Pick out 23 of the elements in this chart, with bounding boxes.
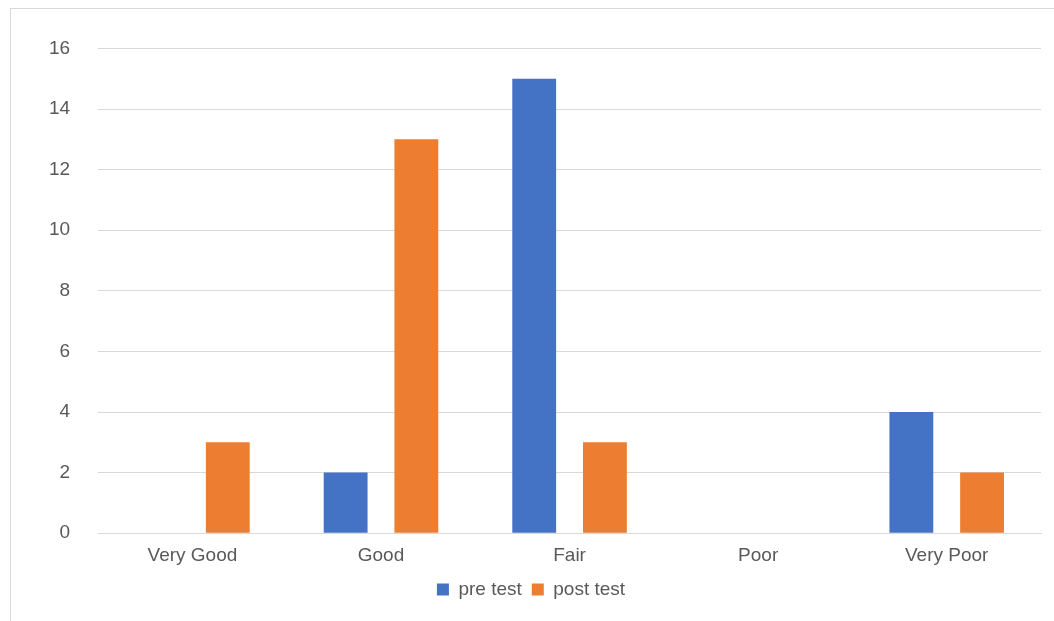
- x-tick-label: Poor: [738, 543, 779, 565]
- y-tick-label: 10: [48, 218, 71, 240]
- legend-label: post test: [553, 577, 626, 599]
- y-tick-label: 4: [59, 400, 71, 422]
- legend-label: pre test: [458, 577, 523, 599]
- y-tick-label: 12: [48, 157, 71, 179]
- bar: [323, 472, 368, 533]
- x-tick-label: Very Good: [147, 543, 238, 565]
- bar: [889, 412, 934, 533]
- y-tick-label: 16: [48, 36, 71, 58]
- x-tick-label: Good: [357, 543, 405, 565]
- y-tick-label: 2: [59, 460, 71, 482]
- bar: [960, 472, 1004, 533]
- bar: [394, 139, 439, 533]
- bar: [512, 78, 557, 533]
- y-tick-label: 6: [59, 339, 71, 361]
- y-tick-label: 0: [59, 521, 71, 543]
- x-tick-label: Very Poor: [904, 543, 990, 565]
- bar: [205, 442, 250, 533]
- bar: [583, 442, 627, 533]
- y-tick-label: 8: [59, 279, 71, 301]
- x-tick-label: Fair: [553, 543, 587, 565]
- y-tick-label: 14: [48, 97, 71, 119]
